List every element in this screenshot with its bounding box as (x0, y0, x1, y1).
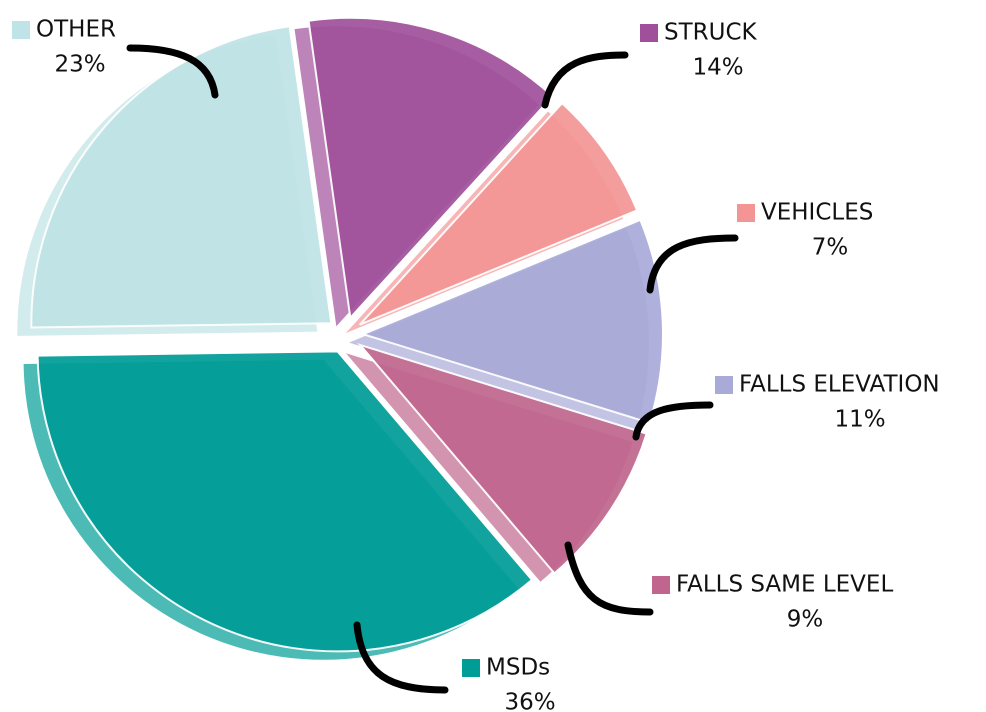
slice-name: MSDs (486, 655, 550, 681)
leader-line (650, 238, 735, 290)
leader-line (545, 55, 625, 105)
legend-swatch (462, 659, 480, 677)
slice-value-label: 23% (54, 52, 105, 78)
slice-name: FALLS SAME LEVEL (676, 572, 893, 598)
slice-name: VEHICLES (761, 200, 873, 226)
legend-swatch (12, 21, 30, 39)
legend-swatch (737, 204, 755, 222)
legend-swatch (640, 24, 658, 42)
leader-line (568, 545, 650, 612)
legend-swatch (652, 576, 670, 594)
slice-name: OTHER (36, 17, 116, 43)
slice-value-label: 11% (834, 407, 885, 433)
slice-name: FALLS ELEVATION (739, 372, 940, 398)
slices (17, 18, 663, 660)
slice-value-label: 9% (787, 607, 824, 633)
slice-value-label: 14% (692, 55, 743, 81)
chart: STRUCK 14% VEHICLES 7% FALLS ELEVATION 11% FAL… (0, 0, 986, 712)
slice-value-label: 7% (812, 235, 849, 261)
slice-name: STRUCK (664, 20, 758, 46)
slice-value-label: 36% (504, 690, 555, 712)
legend-swatch (715, 376, 733, 394)
